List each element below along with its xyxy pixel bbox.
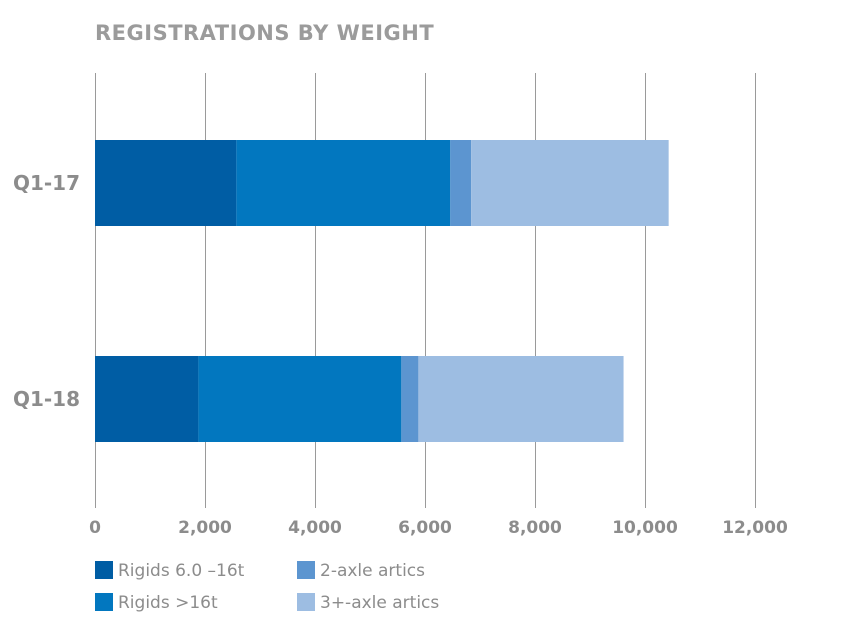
legend-label-3: 3+-axle artics [320,593,439,613]
x-tick-label-5: 10,000 [612,518,678,538]
bar-segment-1-3 [418,356,624,442]
bar-segment-1-0 [95,356,199,442]
legend-swatch-3 [297,593,315,611]
bar-segment-1-2 [401,356,419,442]
bar-segment-0-2 [450,140,472,226]
bar-segment-0-0 [95,140,237,226]
x-axis-tick-labels: 0 2,000 4,000 6,000 8,000 10,000 12,000 [89,518,788,538]
bars [95,140,669,442]
legend: Rigids 6.0 –16t Rigids >16t 2-axle artics 3… [95,561,439,613]
chart-title: REGISTRATIONS BY WEIGHT [95,21,434,45]
x-tick-label-1: 2,000 [178,518,232,538]
x-tick-label-3: 6,000 [398,518,452,538]
x-tick-label-0: 0 [89,518,101,538]
x-tick-label-4: 8,000 [508,518,562,538]
legend-swatch-1 [95,593,113,611]
bar-segment-1-1 [198,356,402,442]
bar-segment-0-1 [236,140,451,226]
gridlines [95,73,756,508]
legend-swatch-0 [95,561,113,579]
category-labels: Q1-17 Q1-18 [13,171,80,411]
category-label-0: Q1-17 [13,171,80,195]
legend-swatch-2 [297,561,315,579]
legend-label-1: Rigids >16t [118,593,218,613]
category-label-1: Q1-18 [13,387,80,411]
legend-label-2: 2-axle artics [320,561,425,581]
x-tick-label-2: 4,000 [288,518,342,538]
x-tick-label-6: 12,000 [722,518,788,538]
bar-segment-0-3 [471,140,669,226]
legend-label-0: Rigids 6.0 –16t [118,561,245,581]
